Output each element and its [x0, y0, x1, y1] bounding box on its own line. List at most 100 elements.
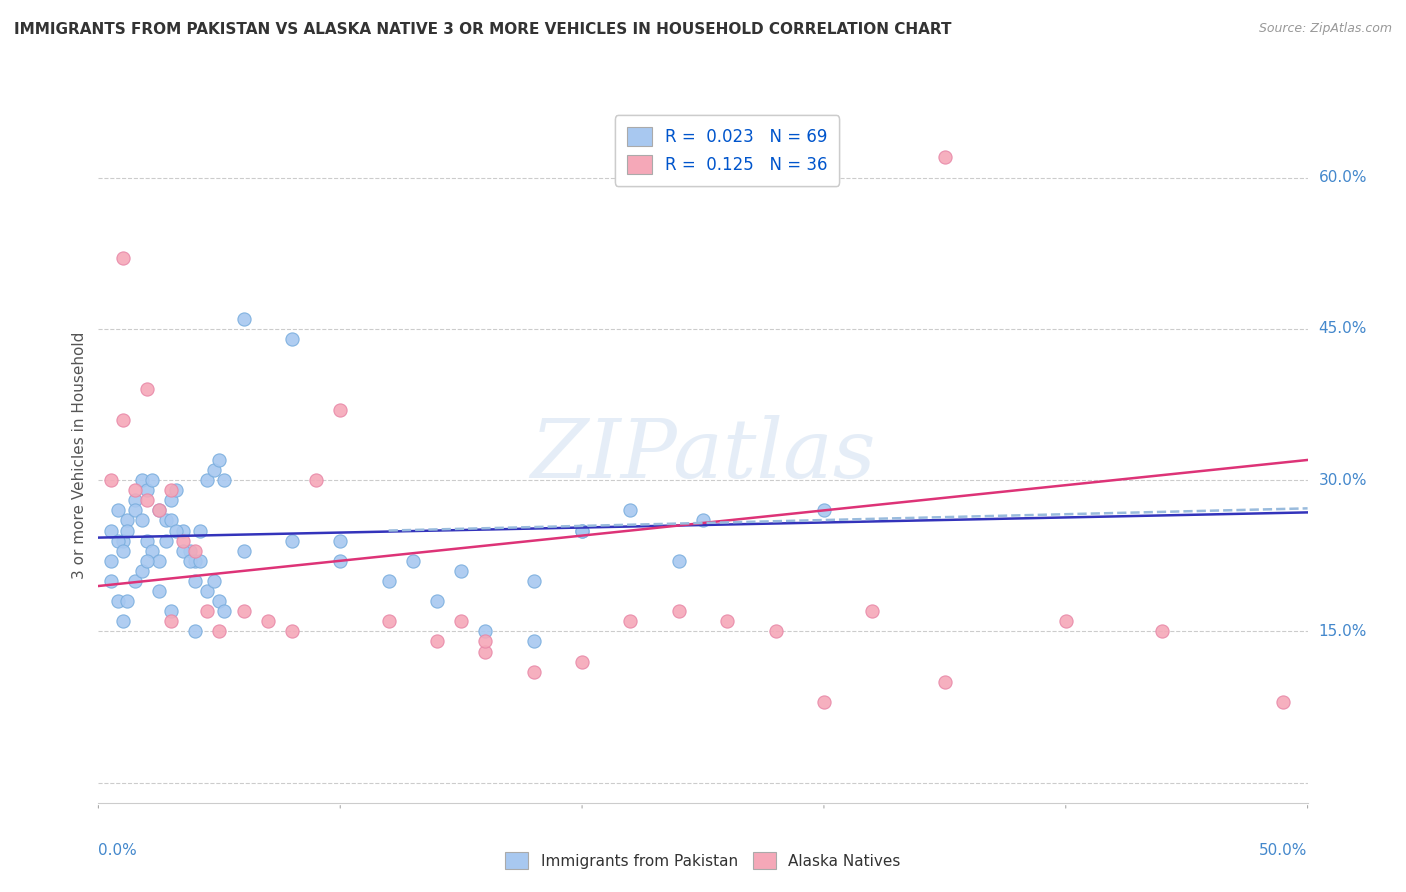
Point — [281, 332, 304, 346]
Point — [212, 473, 235, 487]
Point — [1152, 624, 1174, 639]
Point — [184, 554, 207, 568]
Legend: Immigrants from Pakistan, Alaska Natives: Immigrants from Pakistan, Alaska Natives — [499, 846, 907, 875]
Point — [619, 615, 641, 629]
Text: 0.0%: 0.0% — [98, 843, 138, 858]
Point — [523, 574, 546, 588]
Y-axis label: 3 or more Vehicles in Household: 3 or more Vehicles in Household — [72, 331, 87, 579]
Text: IMMIGRANTS FROM PAKISTAN VS ALASKA NATIVE 3 OR MORE VEHICLES IN HOUSEHOLD CORREL: IMMIGRANTS FROM PAKISTAN VS ALASKA NATIV… — [14, 22, 952, 37]
Point — [184, 574, 207, 588]
Point — [184, 624, 207, 639]
Text: 60.0%: 60.0% — [1319, 170, 1367, 186]
Point — [571, 524, 593, 538]
Point — [131, 473, 153, 487]
Point — [208, 624, 231, 639]
Point — [860, 604, 883, 618]
Text: 15.0%: 15.0% — [1319, 624, 1367, 639]
Point — [426, 594, 449, 608]
Point — [474, 624, 496, 639]
Point — [111, 252, 134, 266]
Point — [377, 574, 399, 588]
Point — [523, 665, 546, 679]
Point — [281, 533, 304, 548]
Point — [117, 513, 139, 527]
Point — [124, 493, 146, 508]
Point — [172, 524, 194, 538]
Text: 30.0%: 30.0% — [1319, 473, 1367, 488]
Point — [450, 564, 472, 578]
Point — [160, 493, 183, 508]
Point — [668, 604, 690, 618]
Point — [934, 151, 956, 165]
Point — [165, 524, 187, 538]
Point — [131, 564, 153, 578]
Point — [184, 543, 207, 558]
Point — [329, 554, 352, 568]
Point — [111, 615, 134, 629]
Point — [135, 533, 157, 548]
Point — [281, 624, 304, 639]
Point — [135, 383, 157, 397]
Text: Source: ZipAtlas.com: Source: ZipAtlas.com — [1258, 22, 1392, 36]
Point — [716, 615, 738, 629]
Point — [474, 634, 496, 648]
Point — [212, 604, 235, 618]
Point — [195, 473, 218, 487]
Point — [450, 615, 472, 629]
Point — [1272, 695, 1295, 709]
Point — [1054, 615, 1077, 629]
Point — [160, 483, 183, 498]
Point — [148, 503, 170, 517]
Point — [141, 543, 163, 558]
Point — [204, 463, 226, 477]
Point — [165, 483, 187, 498]
Point — [160, 604, 183, 618]
Point — [571, 524, 593, 538]
Point — [571, 655, 593, 669]
Point — [329, 533, 352, 548]
Point — [765, 624, 787, 639]
Point — [934, 674, 956, 689]
Point — [135, 483, 157, 498]
Point — [111, 412, 134, 426]
Point — [100, 473, 122, 487]
Point — [117, 524, 139, 538]
Point — [117, 594, 139, 608]
Point — [172, 543, 194, 558]
Legend: R =  0.023   N = 69, R =  0.125   N = 36: R = 0.023 N = 69, R = 0.125 N = 36 — [614, 115, 839, 186]
Point — [402, 554, 425, 568]
Point — [131, 513, 153, 527]
Point — [124, 483, 146, 498]
Point — [100, 574, 122, 588]
Point — [111, 533, 134, 548]
Point — [135, 493, 157, 508]
Point — [124, 503, 146, 517]
Point — [208, 594, 231, 608]
Point — [148, 584, 170, 599]
Point — [111, 543, 134, 558]
Point — [124, 574, 146, 588]
Point — [813, 503, 835, 517]
Point — [232, 311, 254, 326]
Point — [107, 503, 129, 517]
Point — [195, 584, 218, 599]
Point — [204, 574, 226, 588]
Point — [107, 533, 129, 548]
Point — [148, 554, 170, 568]
Point — [426, 634, 449, 648]
Text: ZIPatlas: ZIPatlas — [530, 415, 876, 495]
Point — [195, 604, 218, 618]
Point — [256, 615, 278, 629]
Point — [305, 473, 328, 487]
Point — [329, 402, 352, 417]
Text: 45.0%: 45.0% — [1319, 321, 1367, 336]
Point — [208, 453, 231, 467]
Point — [107, 594, 129, 608]
Point — [813, 695, 835, 709]
Point — [135, 554, 157, 568]
Text: 50.0%: 50.0% — [1260, 843, 1308, 858]
Point — [160, 513, 183, 527]
Point — [172, 533, 194, 548]
Point — [474, 644, 496, 658]
Point — [692, 513, 714, 527]
